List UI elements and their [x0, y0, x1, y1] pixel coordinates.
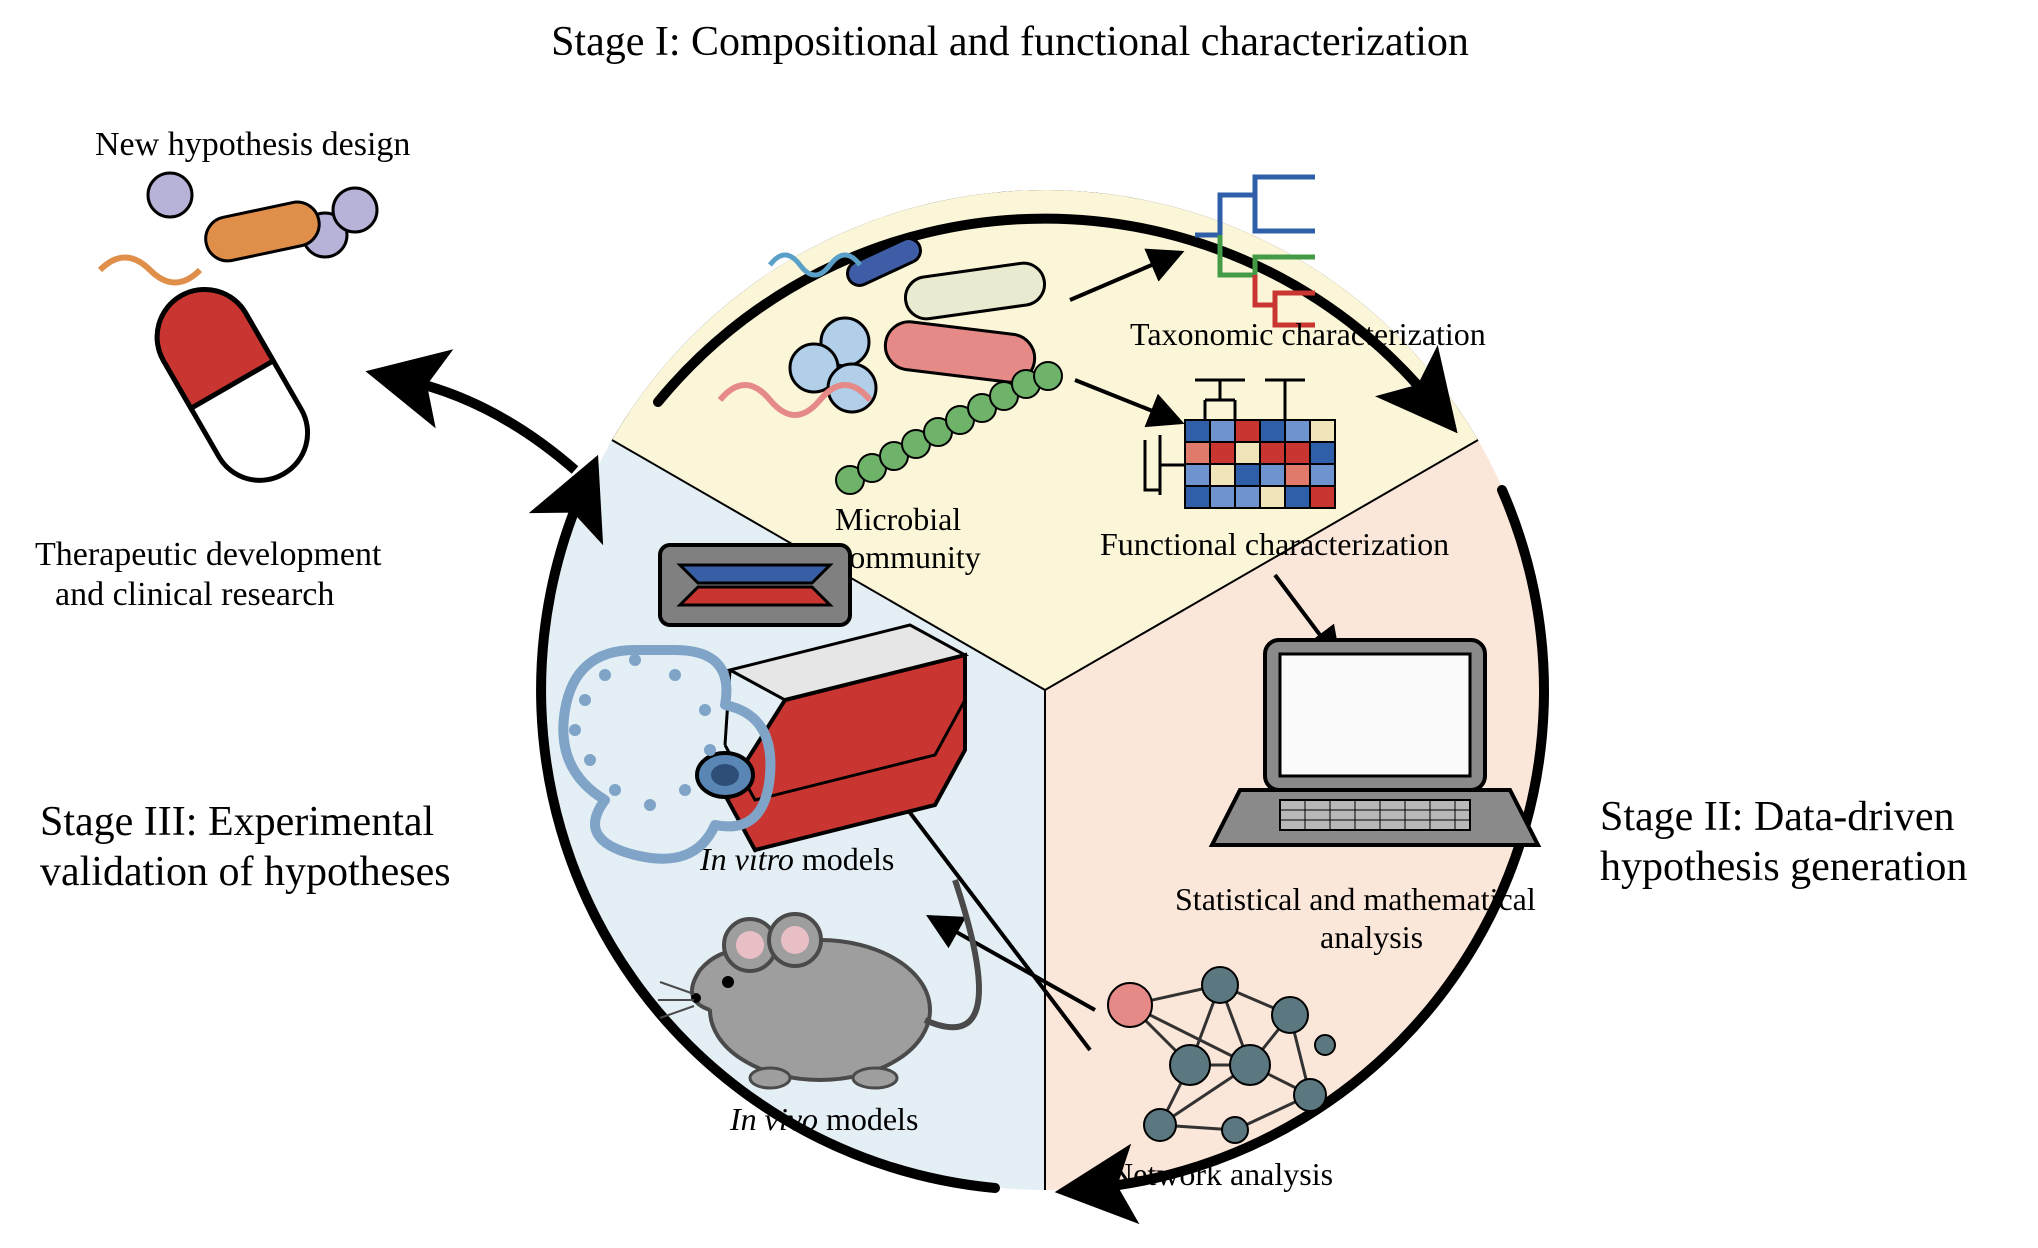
network-label: Network analysis [1110, 1156, 1333, 1192]
microbial-l1: Microbial [835, 501, 961, 537]
diagram-figure: Stage I: Compositional and functional ch… [0, 0, 2038, 1248]
title-stage3-l1: Stage III: Experimental [40, 799, 434, 845]
exit-arrow [405, 380, 575, 470]
stat-l1: Statistical and mathematical [1175, 881, 1536, 917]
therap-l2: and clinical research [55, 576, 334, 613]
stat-l2: analysis [1320, 919, 1423, 955]
therap-l1: Therapeutic development [35, 536, 382, 573]
title-stage2-l2: hypothesis generation [1600, 844, 1967, 890]
microbial-l2: community [835, 539, 981, 575]
invitro-label: In vitro models [699, 841, 894, 877]
taxonomic-label: Taxonomic characterization [1130, 316, 1486, 352]
title-stage1: Stage I: Compositional and functional ch… [551, 19, 1469, 65]
invivo-label: In vivo models [729, 1101, 918, 1137]
outputs: New hypothesis design Therapeutic develo… [35, 126, 410, 613]
pill-icon [140, 272, 325, 497]
functional-label: Functional characterization [1100, 526, 1449, 562]
title-stage3-l2: validation of hypotheses [40, 849, 451, 895]
title-stage2-l1: Stage II: Data-driven [1600, 794, 1955, 840]
newhyp-label: New hypothesis design [95, 126, 410, 163]
chip-icon [660, 545, 850, 625]
